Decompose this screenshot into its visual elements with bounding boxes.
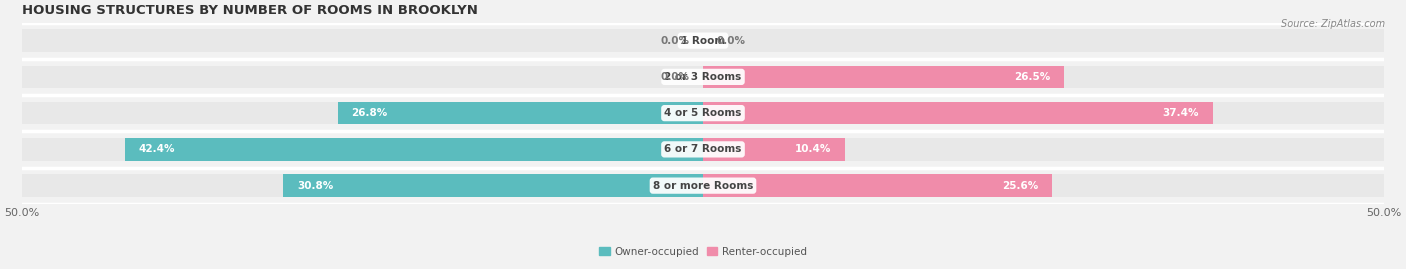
Bar (284, 174, 703, 197)
Bar (703, 102, 1212, 124)
Text: Source: ZipAtlas.com: Source: ZipAtlas.com (1281, 19, 1385, 29)
Text: 8 or more Rooms: 8 or more Rooms (652, 181, 754, 191)
Bar (703, 138, 845, 161)
Text: 37.4%: 37.4% (1163, 108, 1199, 118)
Bar (703, 174, 1052, 197)
Bar (21, 102, 1385, 124)
Bar (21, 29, 1385, 52)
Text: 4 or 5 Rooms: 4 or 5 Rooms (664, 108, 742, 118)
Text: 25.6%: 25.6% (1002, 181, 1038, 191)
Text: 26.5%: 26.5% (1014, 72, 1050, 82)
Text: 2 or 3 Rooms: 2 or 3 Rooms (665, 72, 741, 82)
Text: 0.0%: 0.0% (661, 72, 689, 82)
Text: HOUSING STRUCTURES BY NUMBER OF ROOMS IN BROOKLYN: HOUSING STRUCTURES BY NUMBER OF ROOMS IN… (21, 4, 478, 17)
Text: 30.8%: 30.8% (297, 181, 333, 191)
Text: 1 Room: 1 Room (681, 36, 725, 46)
Text: 42.4%: 42.4% (139, 144, 176, 154)
Bar (21, 66, 1385, 88)
Text: 0.0%: 0.0% (717, 36, 745, 46)
Legend: Owner-occupied, Renter-occupied: Owner-occupied, Renter-occupied (599, 247, 807, 257)
Bar (21, 138, 1385, 161)
Bar (703, 66, 1064, 88)
Bar (125, 138, 703, 161)
Text: 26.8%: 26.8% (352, 108, 388, 118)
Text: 10.4%: 10.4% (794, 144, 831, 154)
Bar (337, 102, 703, 124)
Text: 6 or 7 Rooms: 6 or 7 Rooms (664, 144, 742, 154)
Bar (21, 174, 1385, 197)
Text: 0.0%: 0.0% (661, 36, 689, 46)
